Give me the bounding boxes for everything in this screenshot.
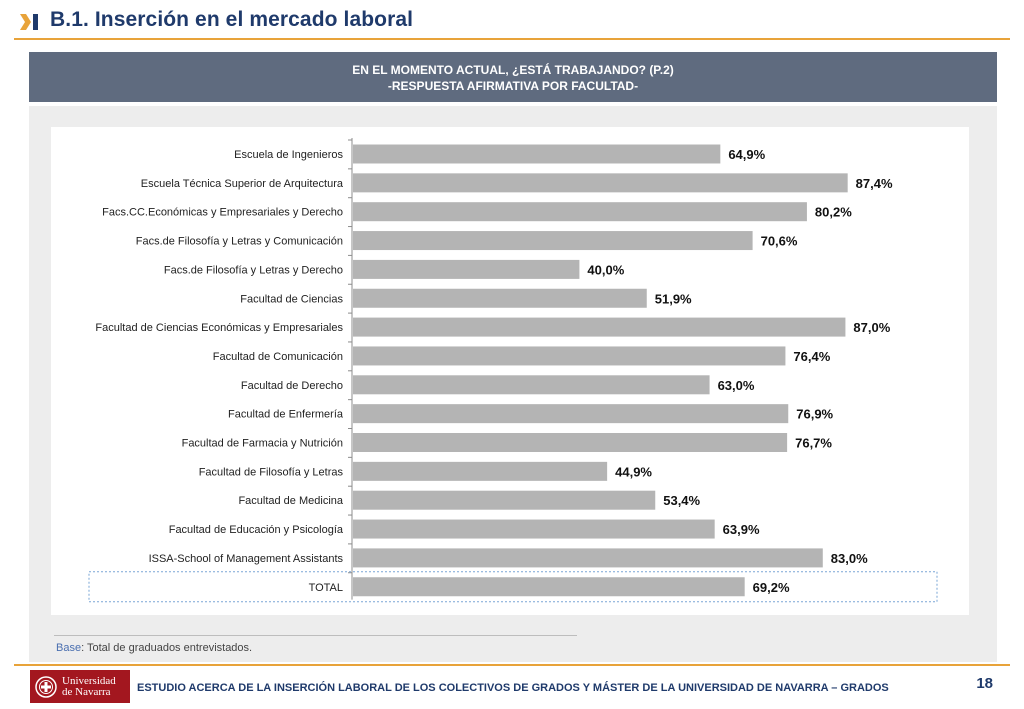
category-label: Facultad de Enfermería [228, 409, 344, 421]
data-label: 76,4% [793, 349, 830, 364]
bar [353, 288, 647, 308]
bar [353, 202, 807, 222]
category-label: Facs.de Filosofía y Letras y Derecho [164, 264, 343, 276]
data-label: 63,9% [723, 522, 760, 537]
data-label: 69,2% [753, 580, 790, 595]
bar-chart: Escuela de Ingenieros 64,9% Escuela Técnic… [88, 138, 938, 603]
category-label: ISSA-School of Management Assistants [149, 553, 344, 565]
total-highlight-frame [88, 571, 938, 603]
bar [353, 433, 788, 452]
base-divider [54, 635, 577, 636]
category-label: Facultad de Farmacia y Nutrición [182, 438, 343, 450]
banner-subtitle: -RESPUESTA AFIRMATIVA POR FACULTAD- [387, 79, 639, 93]
bar [353, 404, 789, 424]
data-label: 76,7% [795, 436, 832, 451]
base-text: : Total de graduados entrevistados. [81, 642, 253, 654]
data-label: 51,9% [655, 291, 692, 306]
category-label: Facultad de Filosofía y Letras [199, 466, 344, 478]
data-label: 44,9% [615, 464, 652, 479]
bar [353, 259, 580, 279]
university-logo: Universidad de Navarra [30, 670, 130, 703]
bar [353, 346, 786, 366]
category-label: Facs.CC.Económicas y Empresariales y Der… [102, 207, 343, 219]
data-label: 87,4% [856, 176, 893, 191]
data-label: 80,2% [815, 205, 852, 220]
category-label: Facs.de Filosofía y Letras y Comunicació… [136, 236, 343, 248]
data-label: 70,6% [761, 234, 798, 249]
study-title: ESTUDIO ACERCA DE LA INSERCIÓN LABORAL D… [137, 682, 889, 694]
data-label: 83,0% [831, 551, 868, 566]
category-label: Facultad de Derecho [241, 380, 343, 392]
bar [353, 317, 846, 337]
data-label: 87,0% [853, 320, 890, 335]
logo-line-2: de Navarra [62, 685, 111, 698]
data-label: 63,0% [718, 378, 755, 393]
bar [353, 231, 753, 251]
chart-banner: EN EL MOMENTO ACTUAL, ¿ESTÁ TRABAJANDO? … [29, 52, 997, 102]
category-label: Facultad de Ciencias Económicas y Empres… [95, 322, 343, 334]
category-label: Escuela Técnica Superior de Arquitectura [141, 178, 344, 190]
bar [353, 173, 848, 193]
bar [353, 490, 656, 510]
category-label: Facultad de Medicina [238, 495, 343, 507]
logo-line-1: Universidad [62, 674, 116, 687]
banner-question: EN EL MOMENTO ACTUAL, ¿ESTÁ TRABAJANDO? … [352, 63, 674, 77]
data-label: 53,4% [663, 493, 700, 508]
page-number: 18 [976, 675, 993, 692]
base-note: Base: Total de graduados entrevistados. [56, 642, 252, 654]
university-seal-icon [35, 675, 57, 698]
category-label: Facultad de Educación y Psicología [169, 524, 344, 536]
bar [353, 577, 745, 597]
category-label: Facultad de Comunicación [213, 351, 343, 363]
data-label: 64,9% [728, 147, 765, 162]
bar [353, 548, 823, 568]
category-label: TOTAL [309, 582, 343, 594]
base-label: Base [56, 642, 82, 654]
bar [353, 461, 608, 481]
data-label: 40,0% [587, 262, 624, 277]
category-label: Facultad de Ciencias [240, 293, 343, 305]
data-label: 76,9% [796, 407, 833, 422]
section-title: B.1. Inserción en el mercado laboral [50, 8, 414, 31]
chevron-bar-icon [20, 14, 38, 30]
footer-divider [14, 664, 1010, 666]
bar [353, 144, 721, 164]
bar [353, 375, 710, 395]
category-label: Escuela de Ingenieros [234, 149, 343, 161]
bar [353, 519, 715, 539]
header-divider [14, 38, 1010, 40]
